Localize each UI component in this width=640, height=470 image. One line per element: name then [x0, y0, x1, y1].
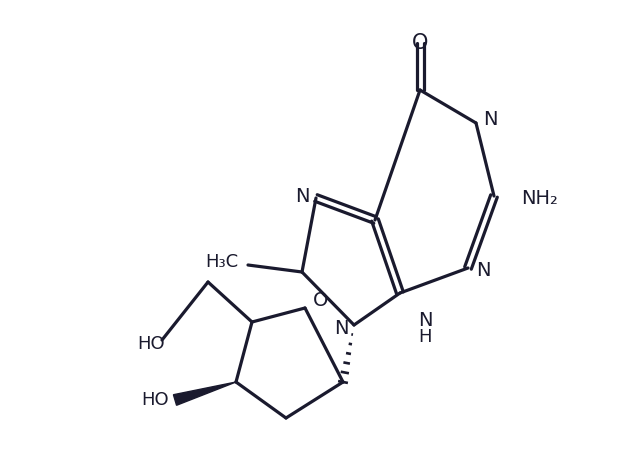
Text: HO: HO [138, 335, 165, 353]
Text: NH₂: NH₂ [522, 188, 559, 207]
Text: N: N [335, 319, 349, 337]
Text: N: N [418, 312, 432, 330]
Text: O: O [412, 33, 428, 53]
Text: N: N [483, 110, 497, 128]
Polygon shape [173, 382, 236, 405]
Text: H: H [419, 328, 432, 346]
Text: H₃C: H₃C [205, 253, 238, 271]
Text: HO: HO [141, 391, 169, 409]
Text: N: N [296, 187, 310, 205]
Text: O: O [313, 290, 328, 310]
Text: N: N [476, 260, 490, 280]
